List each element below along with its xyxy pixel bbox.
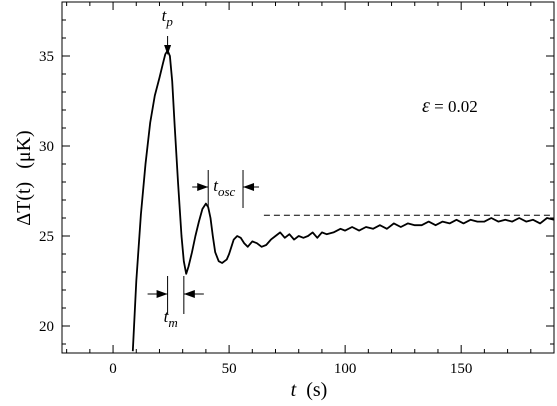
plot-frame — [61, 1, 555, 354]
tm-annotation: tm — [147, 276, 204, 330]
x-axis-label: t (s) — [291, 379, 328, 401]
x-axis-unit: (s) — [306, 379, 327, 401]
annotations: tp tosc tm ε = 0.02 — [147, 6, 478, 330]
tp-label: tp — [162, 6, 174, 29]
y-axis-label: ΔT(t) (μK) — [13, 130, 35, 225]
plot-area: 0 50 100 150 20 25 30 35 tp tosc tm ε = 0.02 — [39, 1, 555, 377]
y-axis-var: ΔT(t) — [13, 182, 35, 226]
tosc-annotation: tosc — [192, 170, 260, 208]
tosc-arrow-left-head — [197, 183, 209, 191]
tosc-label: tosc — [213, 176, 235, 199]
tp-annotation: tp — [162, 6, 174, 55]
tp-arrow-head — [164, 45, 172, 55]
x-tick-label: 50 — [222, 361, 237, 377]
x-tick-label: 0 — [109, 361, 117, 377]
ticks — [62, 1, 555, 353]
y-tick-label: 20 — [39, 319, 54, 335]
svg-text:t (s): t (s) — [291, 379, 328, 401]
x-axis-var: t — [291, 379, 297, 401]
y-tick-label: 25 — [39, 229, 54, 245]
tosc-arrow-right-head — [243, 183, 255, 191]
tick-labels: 0 50 100 150 20 25 30 35 — [39, 49, 472, 377]
x-tick-label: 150 — [450, 361, 473, 377]
tm-arrow-right-head — [183, 290, 195, 298]
svg-text:ΔT(t) (μK): ΔT(t) (μK) — [13, 130, 35, 225]
y-tick-label: 30 — [39, 139, 54, 155]
y-axis-unit: (μK) — [13, 130, 35, 169]
x-tick-label: 100 — [334, 361, 357, 377]
y-tick-label: 35 — [39, 49, 54, 65]
series-line — [131, 49, 555, 352]
tm-label: tm — [164, 307, 178, 330]
tm-arrow-left-head — [156, 290, 168, 298]
epsilon-label: ε = 0.02 — [422, 95, 478, 117]
